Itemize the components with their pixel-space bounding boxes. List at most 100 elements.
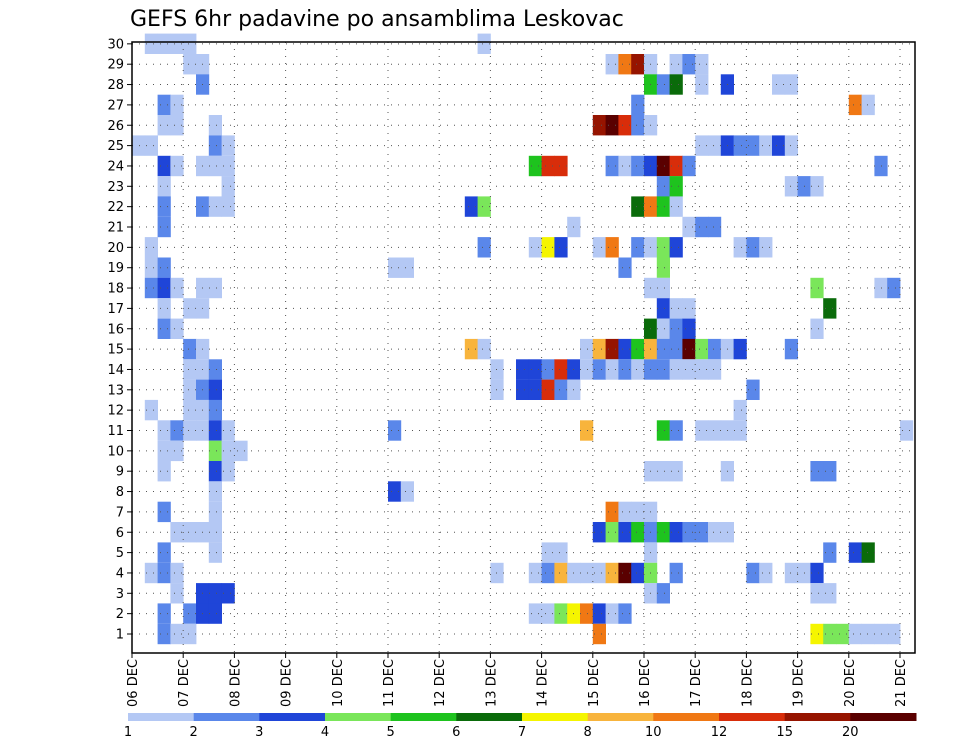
colorbar-swatch	[522, 713, 589, 721]
heatmap-cell	[477, 33, 491, 54]
heatmap-cell	[157, 33, 171, 54]
heatmap-cell	[157, 542, 171, 563]
y-tick-label: 21	[107, 221, 124, 236]
colorbar-label: 20	[842, 725, 859, 740]
heatmap-cell	[208, 522, 222, 543]
heatmap-cell	[733, 135, 747, 156]
colorbar-swatch	[587, 713, 654, 721]
heatmap-cell	[900, 420, 914, 441]
colorbar-label: 15	[776, 725, 793, 740]
heatmap-cell	[477, 196, 491, 217]
heatmap-cell	[157, 216, 171, 238]
heatmap-cell	[861, 623, 875, 645]
x-tick-label: 15 DEC	[587, 659, 602, 707]
heatmap-cell	[618, 115, 632, 136]
heatmap-cell	[580, 562, 594, 584]
heatmap-cell	[733, 338, 747, 360]
heatmap-cell	[208, 155, 222, 177]
heatmap-cell	[554, 237, 568, 258]
colorbar-label: 6	[452, 725, 460, 740]
x-tick-label: 11 DEC	[382, 659, 397, 707]
heatmap-cell	[669, 196, 683, 217]
heatmap-cell	[170, 522, 184, 543]
heatmap-cell	[810, 583, 824, 604]
heatmap-cell	[208, 461, 222, 482]
colorbar-swatch	[719, 713, 786, 721]
heatmap-cell	[541, 359, 555, 380]
heatmap-cell	[580, 359, 594, 380]
colorbar-label: 2	[190, 725, 198, 740]
heatmap-cell	[669, 298, 683, 319]
heatmap-cell	[631, 155, 645, 177]
x-tick-label: 20 DEC	[843, 659, 858, 707]
heatmap-cell	[861, 94, 875, 116]
heatmap-cell	[656, 74, 670, 95]
heatmap-cell	[656, 155, 670, 177]
heatmap-cell	[695, 74, 709, 95]
x-tick-label: 14 DEC	[536, 659, 551, 707]
heatmap-cell	[157, 562, 171, 584]
colorbar-label: 10	[645, 725, 662, 740]
heatmap-cell	[695, 338, 709, 360]
heatmap-cell	[695, 359, 709, 380]
heatmap-cell	[631, 522, 645, 543]
heatmap-cell	[669, 237, 683, 258]
heatmap-cell	[656, 257, 670, 278]
heatmap-cell	[388, 420, 402, 441]
heatmap-cell	[554, 359, 568, 380]
x-tick-label: 07 DEC	[177, 659, 192, 707]
heatmap-cell	[541, 237, 555, 258]
heatmap-cell	[541, 542, 555, 563]
heatmap-cell	[541, 155, 555, 177]
colorbar-swatch	[784, 713, 851, 721]
colorbar-label: 5	[387, 725, 395, 740]
heatmap-cell	[183, 54, 197, 75]
heatmap-cell	[234, 440, 248, 462]
colorbar-label: 1	[124, 725, 132, 740]
heatmap-cell	[656, 359, 670, 380]
heatmap-cell	[746, 562, 760, 584]
heatmap-cell	[464, 196, 478, 217]
heatmap-cell	[810, 318, 824, 339]
heatmap-cell	[208, 583, 222, 604]
y-tick-label: 23	[107, 180, 124, 195]
y-tick-label: 11	[107, 424, 124, 439]
heatmap-cell	[605, 562, 619, 584]
heatmap-cell	[695, 54, 709, 75]
x-tick-label: 21 DEC	[894, 659, 909, 707]
heatmap-cell	[592, 562, 606, 584]
heatmap-cell	[784, 562, 798, 584]
colorbar-swatch	[128, 713, 195, 721]
heatmap-cell	[170, 33, 184, 54]
heatmap-cell	[477, 237, 491, 258]
heatmap-cell	[618, 562, 632, 584]
colorbar-swatch	[850, 713, 917, 721]
heatmap-cell	[157, 461, 171, 482]
heatmap-cell	[170, 94, 184, 116]
heatmap-cell	[759, 135, 773, 156]
y-tick-label: 17	[107, 302, 124, 317]
heatmap-cell	[132, 135, 146, 156]
heatmap-cell	[810, 277, 824, 299]
heatmap-cell	[208, 135, 222, 156]
heatmap-cell	[848, 623, 862, 645]
heatmap-cell	[784, 74, 798, 95]
colorbar-swatch	[325, 713, 392, 721]
heatmap-cell	[157, 501, 171, 523]
heatmap-cell	[170, 583, 184, 604]
colorbar-swatch	[653, 713, 720, 721]
heatmap-cell	[708, 359, 722, 380]
heatmap-cell	[183, 603, 197, 624]
heatmap-cell	[631, 237, 645, 258]
heatmap-cell	[170, 623, 184, 645]
heatmap-cell	[388, 257, 402, 278]
heatmap-cell	[388, 481, 402, 502]
heatmap-cell	[631, 359, 645, 380]
heatmap-cell	[554, 542, 568, 563]
heatmap-cell	[784, 176, 798, 197]
heatmap-cell	[669, 54, 683, 75]
heatmap-cell	[669, 461, 683, 482]
heatmap-cell	[516, 359, 530, 380]
heatmap-cell	[208, 379, 222, 400]
heatmap-cell	[580, 603, 594, 624]
